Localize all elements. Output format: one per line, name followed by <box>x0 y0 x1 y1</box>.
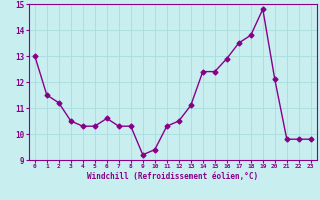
X-axis label: Windchill (Refroidissement éolien,°C): Windchill (Refroidissement éolien,°C) <box>87 172 258 181</box>
